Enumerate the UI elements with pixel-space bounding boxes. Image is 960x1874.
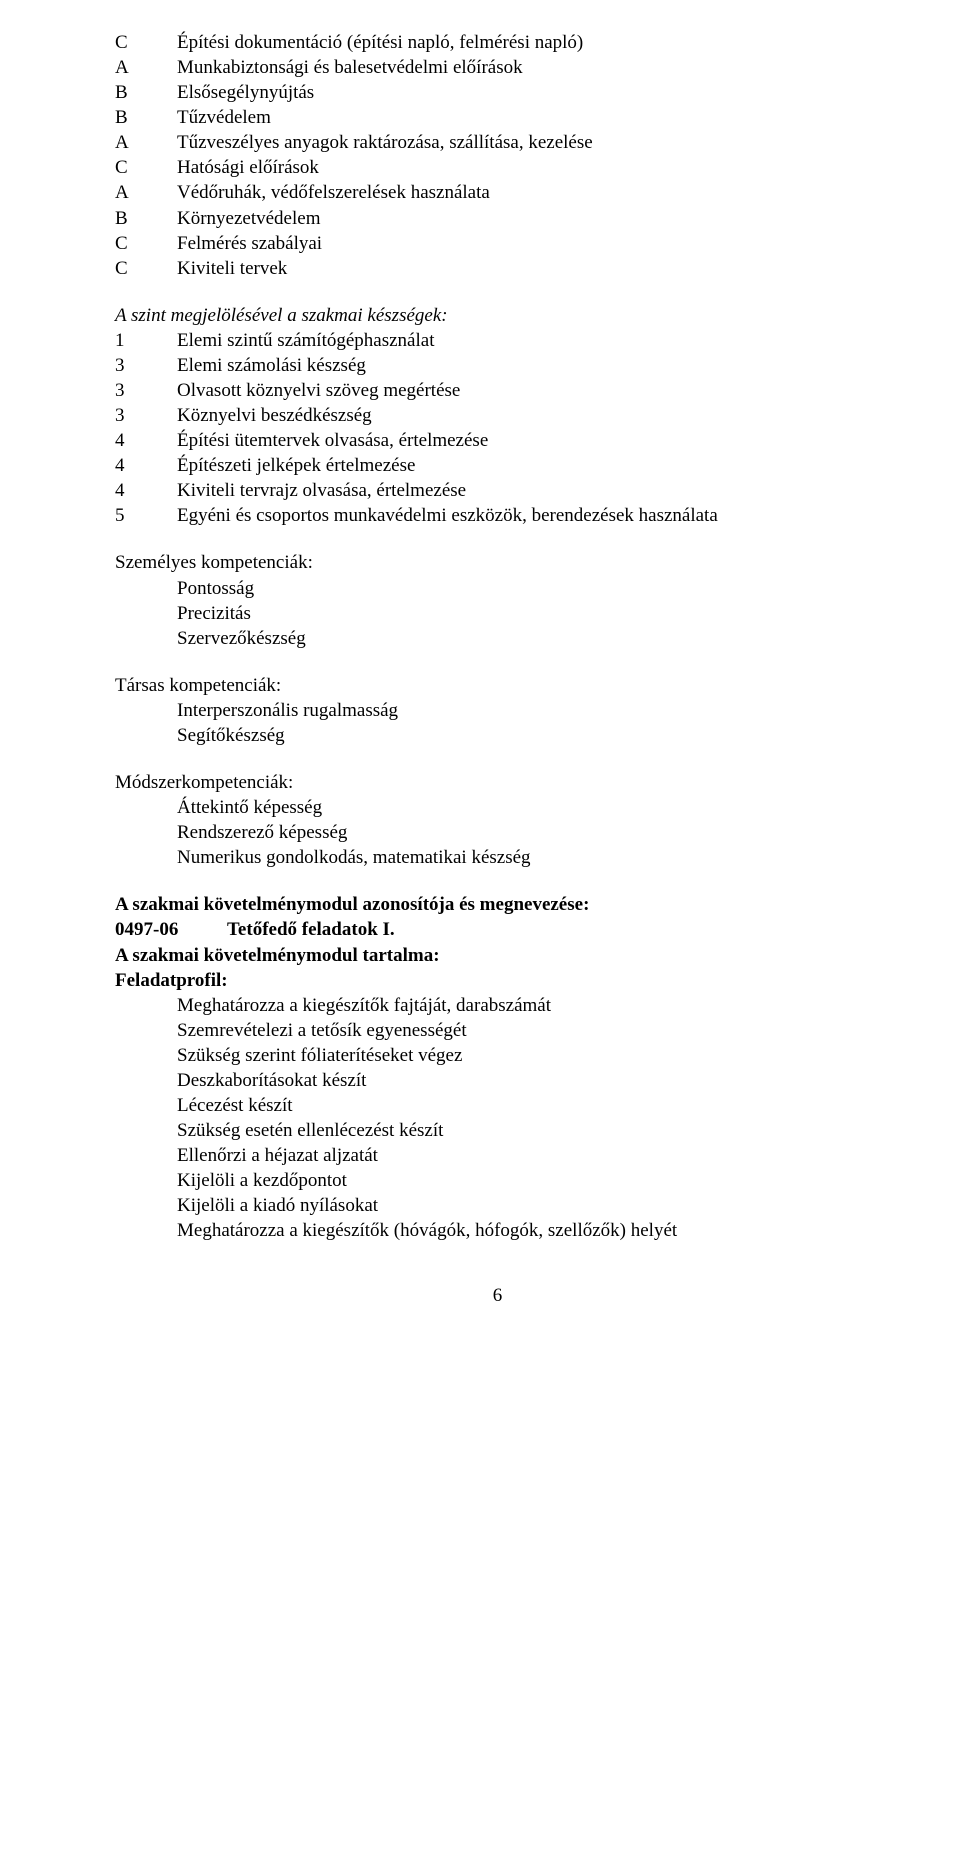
competency-item: Pontosság — [115, 576, 880, 601]
level-cell: A — [115, 180, 177, 205]
module-code: 0497-06 — [115, 917, 227, 942]
module-content-heading: A szakmai követelménymodul tartalma: — [115, 943, 880, 968]
skills-heading: A szint megjelölésével a szakmai készség… — [115, 303, 880, 328]
level-cell: B — [115, 105, 177, 130]
document-page: CÉpítési dokumentáció (építési napló, fe… — [0, 0, 960, 1339]
task-item: Meghatározza a kiegészítők (hóvágók, hóf… — [115, 1218, 880, 1243]
skill-text: Köznyelvi beszédkészség — [177, 403, 880, 428]
level-cell: C — [115, 256, 177, 281]
knowledge-text: Kiviteli tervek — [177, 256, 880, 281]
knowledge-text: Munkabiztonsági és balesetvédelmi előírá… — [177, 55, 880, 80]
task-profile-heading: Feladatprofil: — [115, 968, 880, 993]
task-item: Meghatározza a kiegészítők fajtáját, dar… — [115, 993, 880, 1018]
task-item: Szükség szerint fóliaterítéseket végez — [115, 1043, 880, 1068]
skills-table: 1Elemi szintű számítógéphasználat 3Elemi… — [115, 328, 880, 529]
task-item: Deszkaborításokat készít — [115, 1068, 880, 1093]
task-item: Kijelöli a kiadó nyílásokat — [115, 1193, 880, 1218]
skill-text: Elemi szintű számítógéphasználat — [177, 328, 880, 353]
task-item: Lécezést készít — [115, 1093, 880, 1118]
competency-item: Interperszonális rugalmasság — [115, 698, 880, 723]
knowledge-text: Környezetvédelem — [177, 206, 880, 231]
level-cell: 1 — [115, 328, 177, 353]
task-item: Szemrevételezi a tetősík egyenességét — [115, 1018, 880, 1043]
competency-item: Szervezőkészség — [115, 626, 880, 651]
skill-text: Kiviteli tervrajz olvasása, értelmezése — [177, 478, 880, 503]
knowledge-text: Tűzvédelem — [177, 105, 880, 130]
skill-text: Építési ütemtervek olvasása, értelmezése — [177, 428, 880, 453]
level-cell: 3 — [115, 353, 177, 378]
method-heading: Módszerkompetenciák: — [115, 770, 880, 795]
module-name: Tetőfedő feladatok I. — [227, 917, 395, 942]
knowledge-text: Felmérés szabályai — [177, 231, 880, 256]
personal-heading: Személyes kompetenciák: — [115, 550, 880, 575]
knowledge-text: Védőruhák, védőfelszerelések használata — [177, 180, 880, 205]
competency-item: Numerikus gondolkodás, matematikai készs… — [115, 845, 880, 870]
knowledge-text: Építési dokumentáció (építési napló, fel… — [177, 30, 880, 55]
level-cell: A — [115, 55, 177, 80]
level-cell: 4 — [115, 478, 177, 503]
level-cell: 3 — [115, 403, 177, 428]
knowledge-text: Hatósági előírások — [177, 155, 880, 180]
level-cell: C — [115, 155, 177, 180]
competency-item: Rendszerező képesség — [115, 820, 880, 845]
level-cell: B — [115, 206, 177, 231]
level-cell: 4 — [115, 428, 177, 453]
module-id-heading: A szakmai követelménymodul azonosítója é… — [115, 892, 880, 917]
level-cell: A — [115, 130, 177, 155]
level-cell: C — [115, 30, 177, 55]
task-item: Szükség esetén ellenlécezést készít — [115, 1118, 880, 1143]
competency-item: Segítőkészség — [115, 723, 880, 748]
level-cell: 4 — [115, 453, 177, 478]
skill-text: Építészeti jelképek értelmezése — [177, 453, 880, 478]
skill-text: Elemi számolási készség — [177, 353, 880, 378]
knowledge-table: CÉpítési dokumentáció (építési napló, fe… — [115, 30, 880, 281]
task-item: Ellenőrzi a héjazat aljzatát — [115, 1143, 880, 1168]
level-cell: 3 — [115, 378, 177, 403]
task-item: Kijelöli a kezdőpontot — [115, 1168, 880, 1193]
level-cell: 5 — [115, 503, 177, 528]
level-cell: C — [115, 231, 177, 256]
page-number: 6 — [115, 1283, 880, 1308]
skill-text: Olvasott köznyelvi szöveg megértése — [177, 378, 880, 403]
competency-item: Áttekintő képesség — [115, 795, 880, 820]
level-cell: B — [115, 80, 177, 105]
knowledge-text: Tűzveszélyes anyagok raktározása, szállí… — [177, 130, 880, 155]
social-heading: Társas kompetenciák: — [115, 673, 880, 698]
knowledge-text: Elsősegélynyújtás — [177, 80, 880, 105]
skill-text: Egyéni és csoportos munkavédelmi eszközö… — [177, 503, 880, 528]
competency-item: Precizitás — [115, 601, 880, 626]
